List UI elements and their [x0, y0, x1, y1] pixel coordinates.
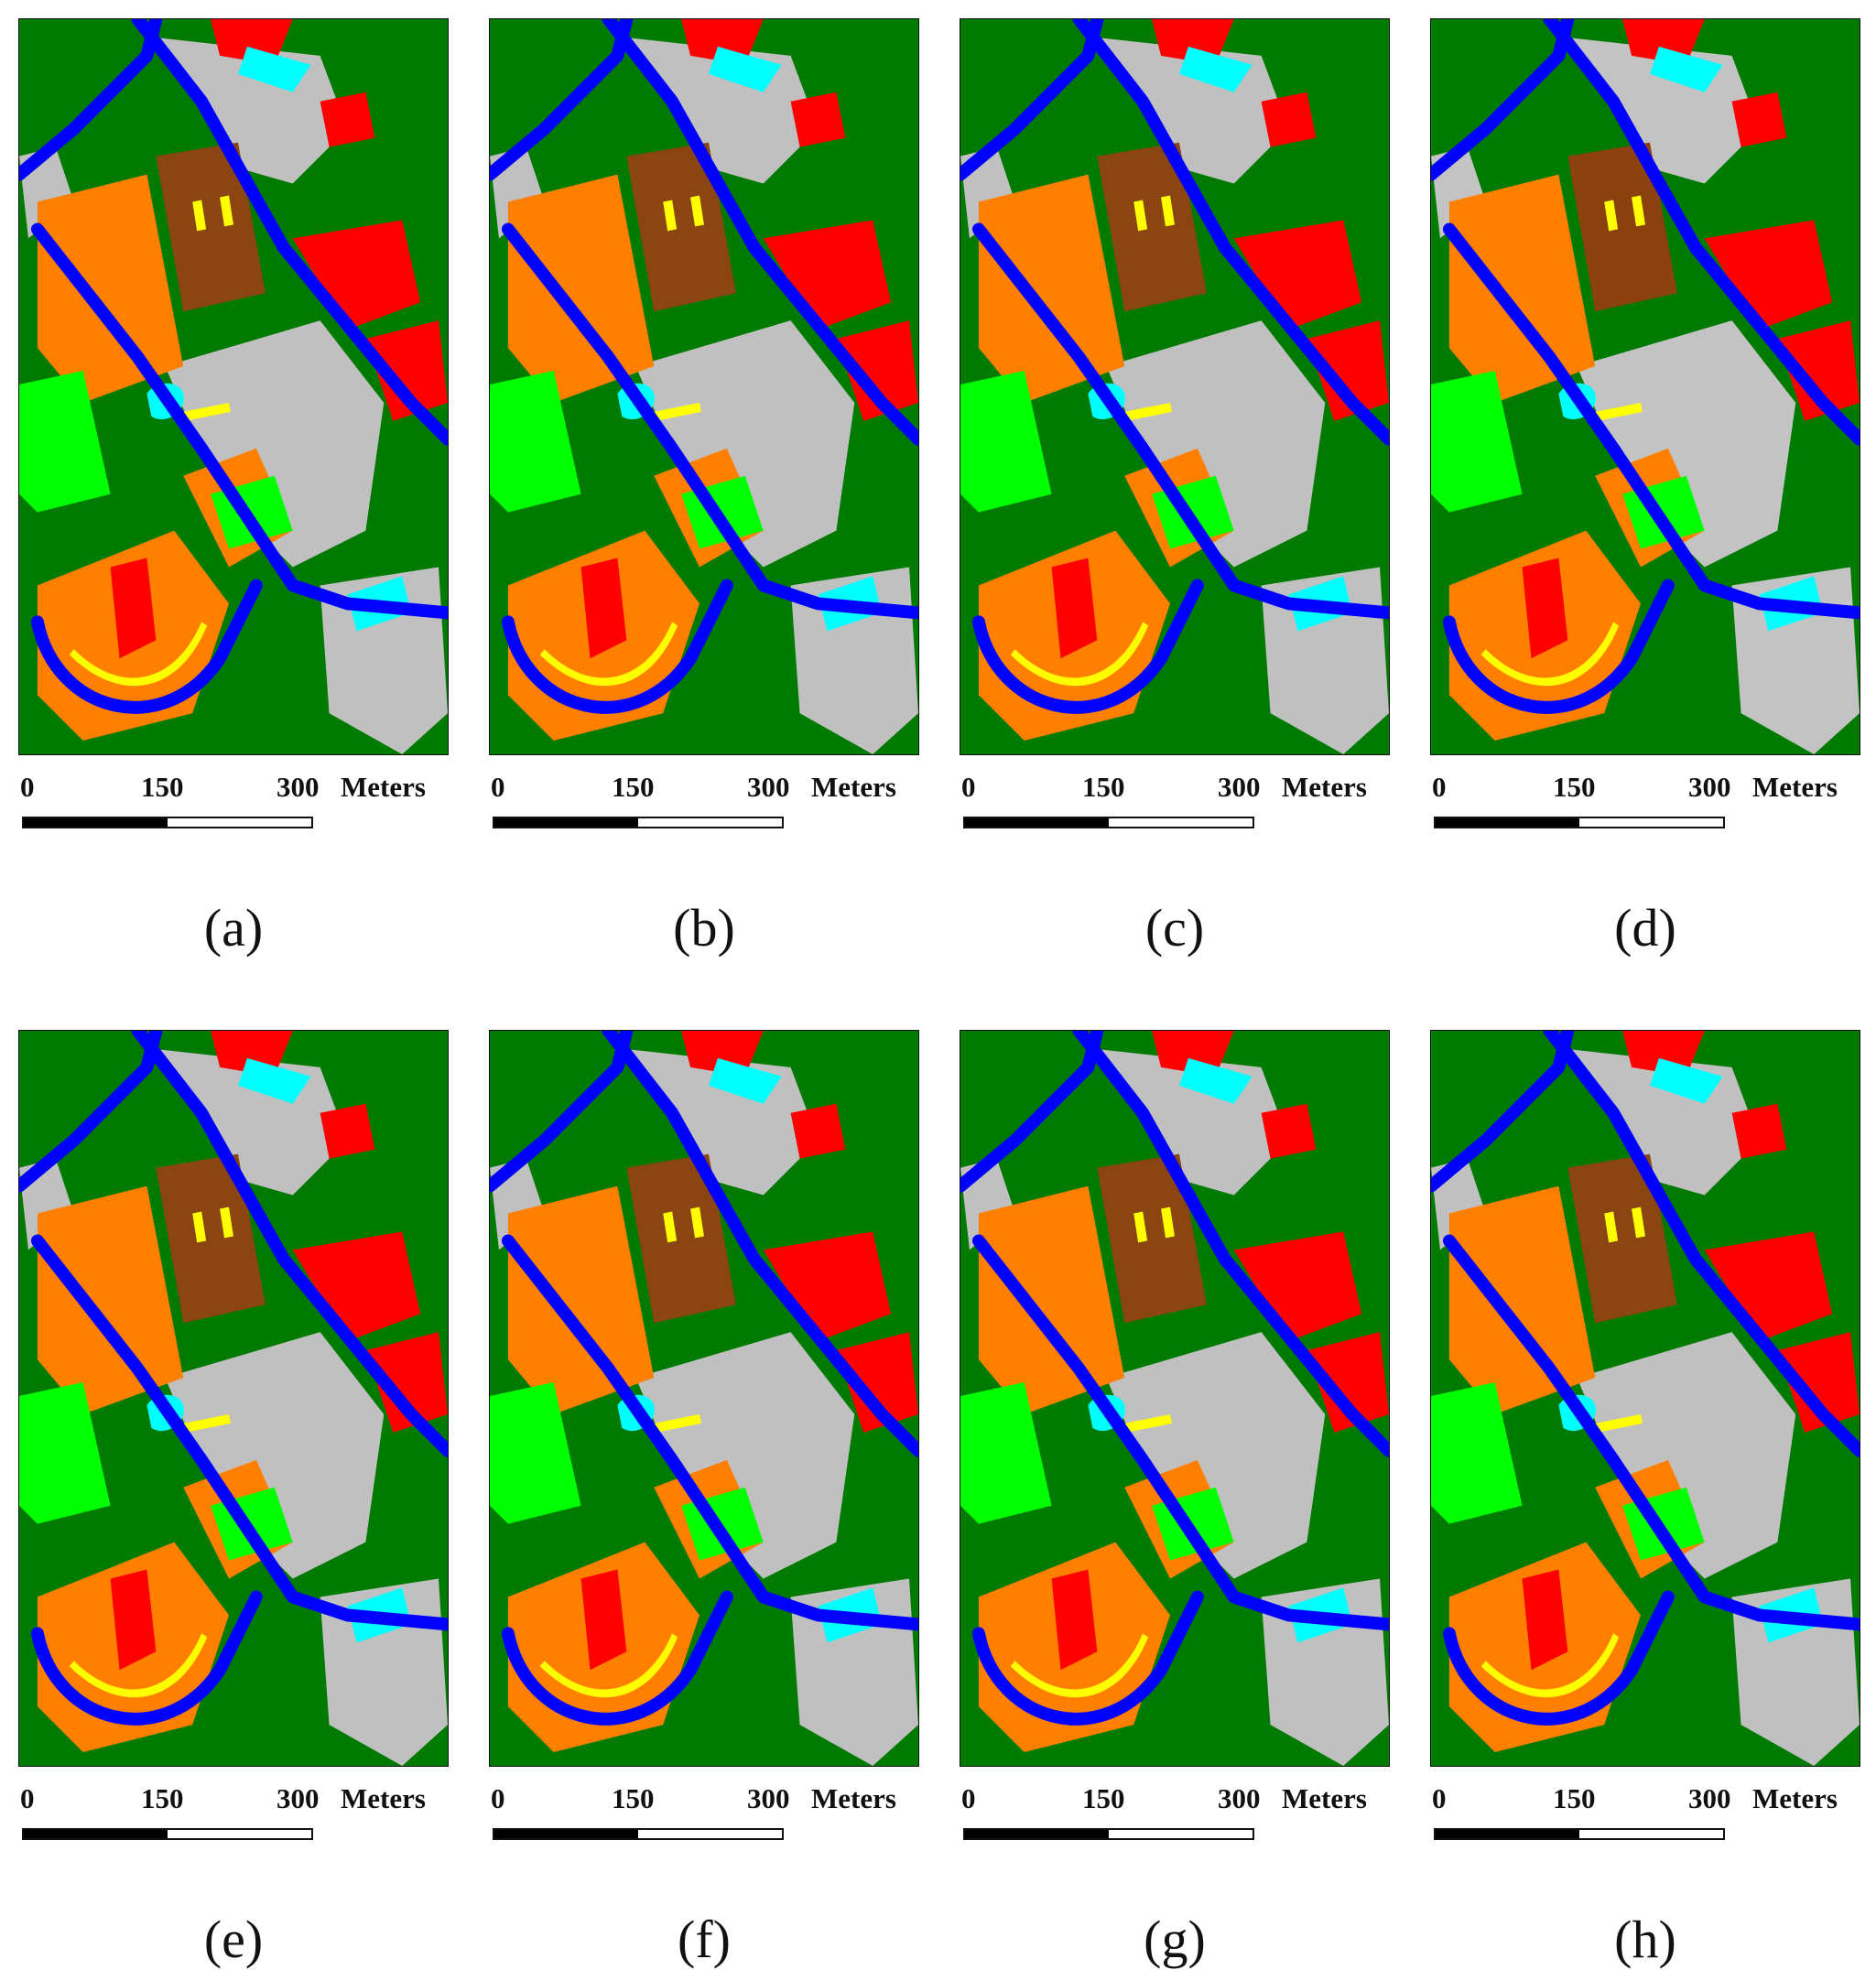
classification-map: [489, 18, 919, 755]
scale-label-300: 300: [747, 771, 790, 803]
scale-unit: Meters: [811, 1782, 896, 1814]
scale-labels: 0 150 300 Meters: [960, 771, 1390, 807]
scale-label-300: 300: [1218, 1782, 1261, 1814]
scale-label-0: 0: [1432, 1782, 1447, 1814]
classification-map: [18, 1030, 449, 1767]
scale-label-300: 300: [1218, 771, 1261, 803]
scale-labels: 0 150 300 Meters: [489, 771, 919, 807]
classification-map: [1430, 18, 1860, 755]
scale-labels: 0 150 300 Meters: [18, 771, 449, 807]
scale-label-300: 300: [277, 1782, 320, 1814]
scale-label-0: 0: [961, 771, 976, 803]
scale-bar-filled-half: [24, 1830, 168, 1838]
panel-caption: (f): [678, 1910, 731, 1969]
scale-unit: Meters: [1282, 1782, 1367, 1814]
scale-label-150: 150: [612, 1782, 655, 1814]
scale-label-300: 300: [1688, 771, 1731, 803]
scale-bar-filled-half: [24, 818, 168, 827]
scale-label-0: 0: [20, 1782, 35, 1814]
panel-caption: (d): [1614, 898, 1676, 958]
scale-label-150: 150: [612, 771, 655, 803]
classification-map: [960, 18, 1390, 755]
scale-bar: [493, 817, 788, 833]
scale-label-300: 300: [1688, 1782, 1731, 1814]
scale-labels: 0 150 300 Meters: [1430, 1782, 1860, 1819]
scale-labels: 0 150 300 Meters: [489, 1782, 919, 1819]
classification-map: [960, 1030, 1390, 1767]
scale-bar: [963, 817, 1259, 833]
scale-bar: [22, 817, 318, 833]
classification-map-image: [960, 1031, 1389, 1766]
classification-map-image: [19, 1031, 448, 1766]
scale-label-150: 150: [1553, 1782, 1596, 1814]
map-panel-h: 0 150 300 Meters (h): [1430, 1030, 1860, 1969]
panel-caption: (e): [203, 1910, 264, 1969]
scale-label-150: 150: [141, 771, 184, 803]
scale-unit: Meters: [1282, 771, 1367, 803]
classification-map: [1430, 1030, 1860, 1767]
scale-unit: Meters: [811, 771, 896, 803]
scale-label-300: 300: [277, 771, 320, 803]
scale-label-150: 150: [1082, 1782, 1125, 1814]
classification-map-image: [1431, 19, 1860, 754]
scale-label-0: 0: [961, 1782, 976, 1814]
scale-label-150: 150: [1553, 771, 1596, 803]
panel-caption: (g): [1144, 1910, 1206, 1969]
scale-bar-filled-half: [1436, 1830, 1579, 1838]
panel-caption: (c): [1144, 898, 1205, 958]
map-panel-c: 0 150 300 Meters (c): [960, 18, 1390, 958]
scale-bar-filled-half: [1436, 818, 1579, 827]
scale-bar-filled-half: [965, 818, 1109, 827]
scale-unit: Meters: [1752, 1782, 1838, 1814]
map-panel-b: 0 150 300 Meters (b): [489, 18, 919, 958]
scale-bar-filled-half: [494, 818, 638, 827]
classification-map-image: [490, 1031, 918, 1766]
classification-map: [18, 18, 449, 755]
map-panel-d: 0 150 300 Meters (d): [1430, 18, 1860, 958]
scale-bar: [1434, 1828, 1730, 1845]
scale-bar: [493, 1828, 788, 1845]
scale-label-0: 0: [20, 771, 35, 803]
scale-label-150: 150: [141, 1782, 184, 1814]
panel-caption: (b): [673, 898, 735, 958]
scale-label-0: 0: [1432, 771, 1447, 803]
scale-unit: Meters: [341, 1782, 426, 1814]
scale-labels: 0 150 300 Meters: [1430, 771, 1860, 807]
classification-map: [489, 1030, 919, 1767]
scale-bar: [963, 1828, 1259, 1845]
panel-caption: (a): [203, 898, 264, 958]
scale-labels: 0 150 300 Meters: [960, 1782, 1390, 1819]
scale-bar: [22, 1828, 318, 1845]
scale-label-300: 300: [747, 1782, 790, 1814]
scale-bar-filled-half: [494, 1830, 638, 1838]
scale-labels: 0 150 300 Meters: [18, 1782, 449, 1819]
scale-unit: Meters: [341, 771, 426, 803]
classification-map-image: [490, 19, 918, 754]
map-panel-f: 0 150 300 Meters (f): [489, 1030, 919, 1969]
scale-bar-filled-half: [965, 1830, 1109, 1838]
scale-label-0: 0: [491, 1782, 505, 1814]
map-panel-a: 0 150 300 Meters (a): [18, 18, 449, 958]
classification-map-image: [960, 19, 1389, 754]
scale-bar: [1434, 817, 1730, 833]
panel-caption: (h): [1614, 1910, 1676, 1969]
map-panel-g: 0 150 300 Meters (g): [960, 1030, 1390, 1969]
scale-label-0: 0: [491, 771, 505, 803]
classification-map-image: [1431, 1031, 1860, 1766]
scale-label-150: 150: [1082, 771, 1125, 803]
map-panel-e: 0 150 300 Meters (e): [18, 1030, 449, 1969]
scale-unit: Meters: [1752, 771, 1838, 803]
classification-map-image: [19, 19, 448, 754]
